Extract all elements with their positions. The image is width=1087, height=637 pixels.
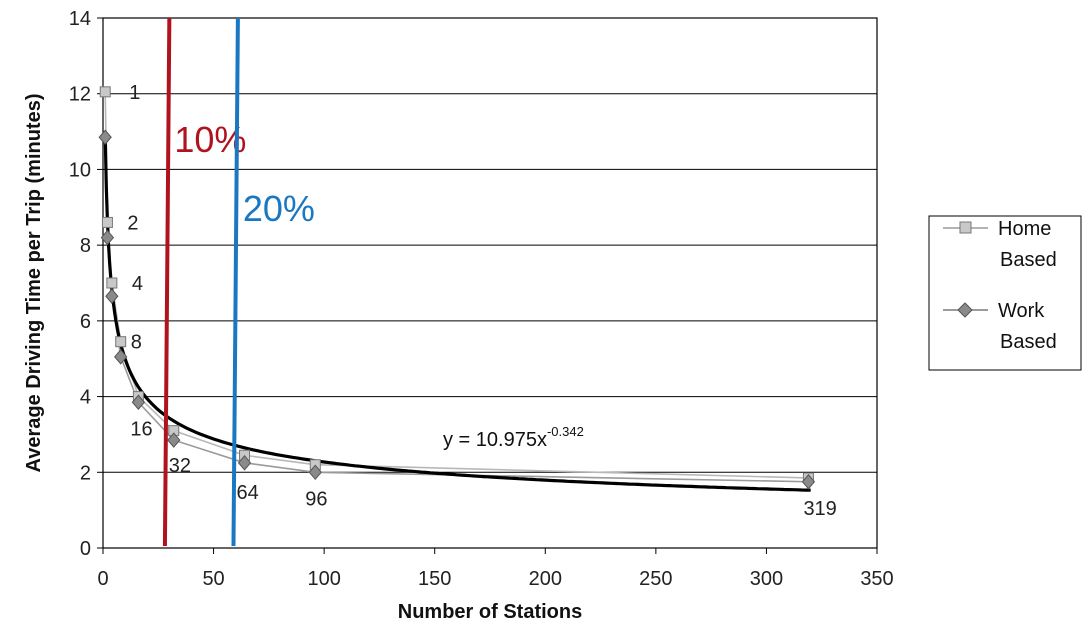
y-tick-label-6: 6 (80, 311, 91, 333)
marker-home-based-8 (115, 336, 127, 348)
legend-diamond-marker-icon (957, 302, 973, 318)
y-tick-label-2: 2 (80, 462, 91, 484)
x-tick-label-0: 0 (97, 568, 108, 590)
vertical-markers: 10% 20% (162, 17, 315, 547)
marker-home-based-1 (99, 86, 111, 98)
trendline-equation: y = 10.975x-0.342 (443, 424, 584, 451)
point-labels: 1 2 4 8 16 32 64 96 319 (127, 82, 836, 520)
y-tick-label-8: 8 (80, 235, 91, 257)
y-axis-ticks: 0 2 4 6 8 10 12 14 (69, 8, 103, 560)
y-tick-label-14: 14 (69, 8, 91, 30)
marker-work-based-16 (131, 394, 146, 411)
gridlines (103, 17, 877, 549)
marker-work-based-64 (237, 455, 252, 471)
y-tick-label-10: 10 (69, 159, 91, 181)
x-tick-label-350: 350 (860, 568, 893, 590)
x-tick-label-150: 150 (418, 568, 451, 590)
marker-home-based-2 (101, 216, 113, 228)
x-tick-label-250: 250 (639, 568, 672, 590)
marker-work-based-32 (167, 432, 181, 448)
legend-label-work-line1: Work (998, 300, 1045, 322)
marker-work-based-4 (105, 288, 119, 305)
marker-work-based-8 (114, 349, 128, 365)
legend-square-marker-icon (959, 221, 972, 234)
legend: Home Based Work Based (928, 215, 1082, 371)
legend-label-home-line2: Based (1000, 249, 1057, 271)
point-label-1: 1 (129, 82, 140, 104)
trendline-equation-base: y = 10.975x (443, 429, 547, 451)
marker-work-based-96 (308, 464, 322, 481)
x-axis-ticks: 0 50 100 150 200 250 300 350 (97, 548, 894, 590)
vertical-marker-label-10pct: 10% (174, 119, 246, 160)
legend-label-home-line1: Home (998, 218, 1051, 240)
point-label-96: 96 (305, 488, 327, 510)
x-axis-title: Number of Stations (398, 601, 582, 623)
legend-box (928, 215, 1082, 371)
point-label-64: 64 (237, 482, 259, 504)
point-label-32: 32 (169, 455, 191, 477)
plot-area-frame (102, 17, 878, 549)
y-tick-label-12: 12 (69, 84, 91, 106)
point-label-16: 16 (130, 418, 152, 440)
point-label-8: 8 (131, 332, 142, 354)
x-tick-label-100: 100 (307, 568, 340, 590)
point-label-319: 319 (803, 498, 836, 520)
point-label-4: 4 (132, 273, 143, 295)
vertical-marker-line-10pct (162, 17, 172, 547)
marker-work-based-319 (801, 473, 816, 490)
marker-work-based-2 (100, 229, 115, 246)
legend-label-work-line2: Based (1000, 331, 1057, 353)
point-label-2: 2 (127, 212, 138, 234)
marker-home-based-4 (106, 277, 118, 289)
y-tick-label-0: 0 (80, 538, 91, 560)
x-tick-label-50: 50 (202, 568, 224, 590)
marker-work-based-1 (98, 129, 112, 146)
x-tick-label-300: 300 (750, 568, 783, 590)
vertical-marker-line-20pct (231, 17, 240, 547)
series-markers (98, 86, 816, 490)
trendline-equation-exponent: -0.342 (547, 424, 584, 439)
vertical-marker-label-20pct: 20% (243, 188, 315, 229)
x-tick-label-200: 200 (529, 568, 562, 590)
y-axis-title: Average Driving Time per Trip (minutes) (23, 94, 45, 473)
y-tick-label-4: 4 (80, 387, 91, 409)
